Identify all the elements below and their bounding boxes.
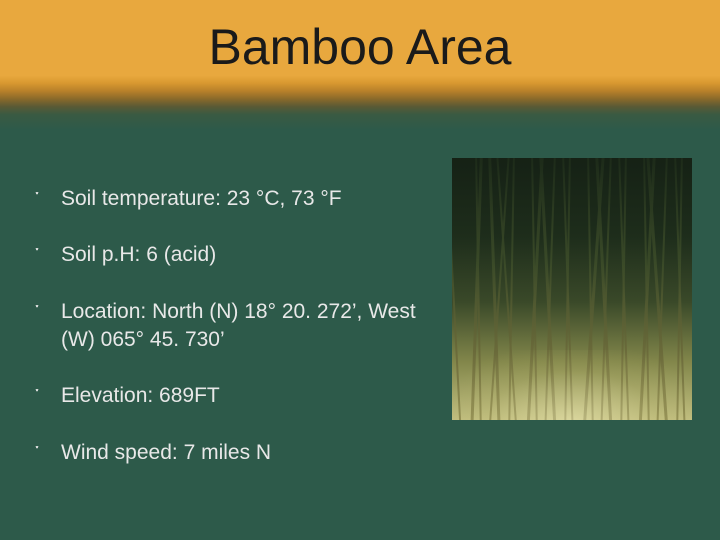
bullet-icon: ་ (35, 441, 39, 467)
list-item: ་ Soil temperature: 23 °C, 73 °F (35, 185, 455, 213)
bullet-icon: ་ (35, 384, 39, 410)
slide-title: Bamboo Area (0, 18, 720, 76)
bullet-icon: ་ (35, 243, 39, 269)
bullet-text: Soil p.H: 6 (acid) (61, 243, 216, 266)
bullet-list: ་ Soil temperature: 23 °C, 73 °F ་ Soil … (35, 185, 455, 495)
bullet-text: Soil temperature: 23 °C, 73 °F (61, 187, 342, 210)
bamboo-image (452, 158, 692, 420)
list-item: ་ Location: North (N) 18° 20. 272’, West… (35, 298, 455, 355)
bullet-text: Wind speed: 7 miles N (61, 441, 271, 464)
list-item: ་ Elevation: 689FT (35, 382, 455, 410)
bullet-icon: ་ (35, 187, 39, 213)
bullet-icon: ་ (35, 300, 39, 326)
bullet-text: Elevation: 689FT (61, 384, 220, 407)
list-item: ་ Soil p.H: 6 (acid) (35, 241, 455, 269)
bullet-text: Location: North (N) 18° 20. 272’, West (… (61, 300, 416, 351)
list-item: ་ Wind speed: 7 miles N (35, 439, 455, 467)
slide: Bamboo Area ་ Soil temperature: 23 °C, 7… (0, 0, 720, 540)
